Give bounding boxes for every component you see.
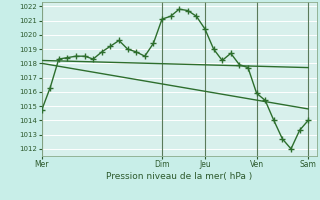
X-axis label: Pression niveau de la mer( hPa ): Pression niveau de la mer( hPa ) — [106, 172, 252, 181]
